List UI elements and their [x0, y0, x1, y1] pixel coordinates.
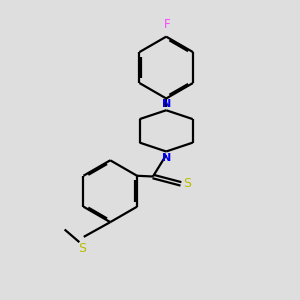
Text: F: F [164, 18, 171, 31]
Text: S: S [78, 242, 86, 255]
Text: S: S [183, 177, 191, 190]
Text: N: N [162, 153, 171, 163]
Text: N: N [162, 99, 171, 109]
